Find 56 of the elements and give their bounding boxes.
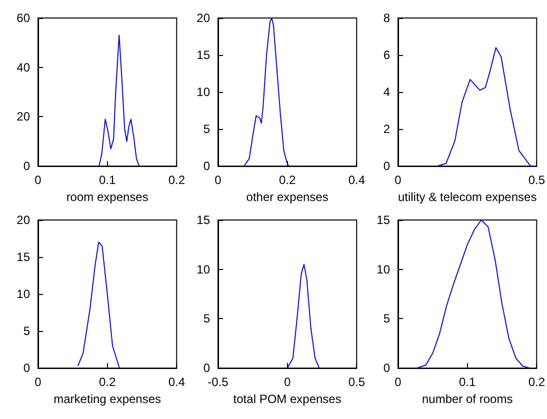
x-axis-title: utility & telecom expenses bbox=[398, 190, 537, 204]
y-tick-label: 15 bbox=[16, 250, 30, 264]
y-tick-label: 5 bbox=[383, 311, 390, 326]
x-tick-label: 0.2 bbox=[98, 374, 116, 389]
y-tick-label: 10 bbox=[196, 262, 210, 276]
line-series bbox=[77, 241, 120, 368]
y-tick-label: 10 bbox=[196, 85, 210, 100]
y-tick-label: 2 bbox=[383, 122, 390, 136]
y-tick-label: 40 bbox=[16, 60, 30, 74]
x-tick-label: 0.2 bbox=[528, 374, 546, 389]
y-tick-label: 10 bbox=[16, 286, 30, 301]
x-tick-label: 0 bbox=[34, 374, 42, 389]
y-tick-label: 0 bbox=[383, 360, 390, 375]
y-tick-label: 10 bbox=[376, 262, 390, 276]
y-tick-label: 5 bbox=[23, 324, 30, 338]
y-tick-label: 15 bbox=[196, 48, 210, 62]
x-tick-label: 0 bbox=[394, 374, 402, 389]
line-series bbox=[436, 47, 532, 167]
x-axis-title: total POM expenses bbox=[233, 392, 342, 406]
y-tick-label: 0 bbox=[23, 360, 30, 375]
y-tick-label: 20 bbox=[196, 11, 210, 25]
y-tick-label: 4 bbox=[383, 85, 390, 100]
x-tick-label: 0 bbox=[394, 173, 402, 188]
y-tick-label: 0 bbox=[203, 159, 210, 174]
y-tick-label: 20 bbox=[16, 212, 30, 226]
x-tick-label: 0.1 bbox=[98, 173, 116, 188]
x-tick-label: -0.5 bbox=[208, 374, 229, 389]
x-axis-title: number of rooms bbox=[422, 392, 513, 406]
x-axis-title: marketing expenses bbox=[54, 392, 162, 406]
x-tick-label: 0 bbox=[284, 374, 291, 389]
y-tick-label: 0 bbox=[383, 159, 390, 174]
y-tick-label: 0 bbox=[23, 159, 30, 174]
x-tick-label: 0.2 bbox=[168, 173, 186, 188]
y-tick-label: 5 bbox=[203, 311, 210, 326]
x-tick-label: 0.5 bbox=[348, 374, 366, 389]
y-tick-label: 15 bbox=[376, 212, 390, 226]
y-tick-label: 20 bbox=[16, 110, 30, 124]
y-tick-label: 0 bbox=[203, 360, 210, 375]
line-series bbox=[98, 34, 140, 167]
y-tick-label: 8 bbox=[383, 11, 390, 25]
x-tick-label: 0 bbox=[34, 173, 42, 188]
line-series bbox=[416, 219, 530, 368]
x-tick-label: 0.2 bbox=[278, 173, 296, 188]
line-series bbox=[244, 18, 290, 167]
y-tick-label: 60 bbox=[16, 11, 30, 25]
x-axis-title: other expenses bbox=[246, 190, 328, 204]
x-tick-label: 0.4 bbox=[348, 173, 366, 188]
x-axis-title: room expenses bbox=[66, 190, 148, 204]
y-tick-label: 15 bbox=[196, 212, 210, 226]
x-tick-label: 0 bbox=[214, 173, 222, 188]
x-tick-label: 0.5 bbox=[528, 173, 546, 188]
line-series bbox=[286, 263, 320, 368]
x-tick-label: 0.4 bbox=[168, 374, 186, 389]
x-tick-label: 0.1 bbox=[458, 374, 476, 389]
y-tick-label: 6 bbox=[383, 48, 390, 62]
y-tick-label: 5 bbox=[203, 122, 210, 136]
